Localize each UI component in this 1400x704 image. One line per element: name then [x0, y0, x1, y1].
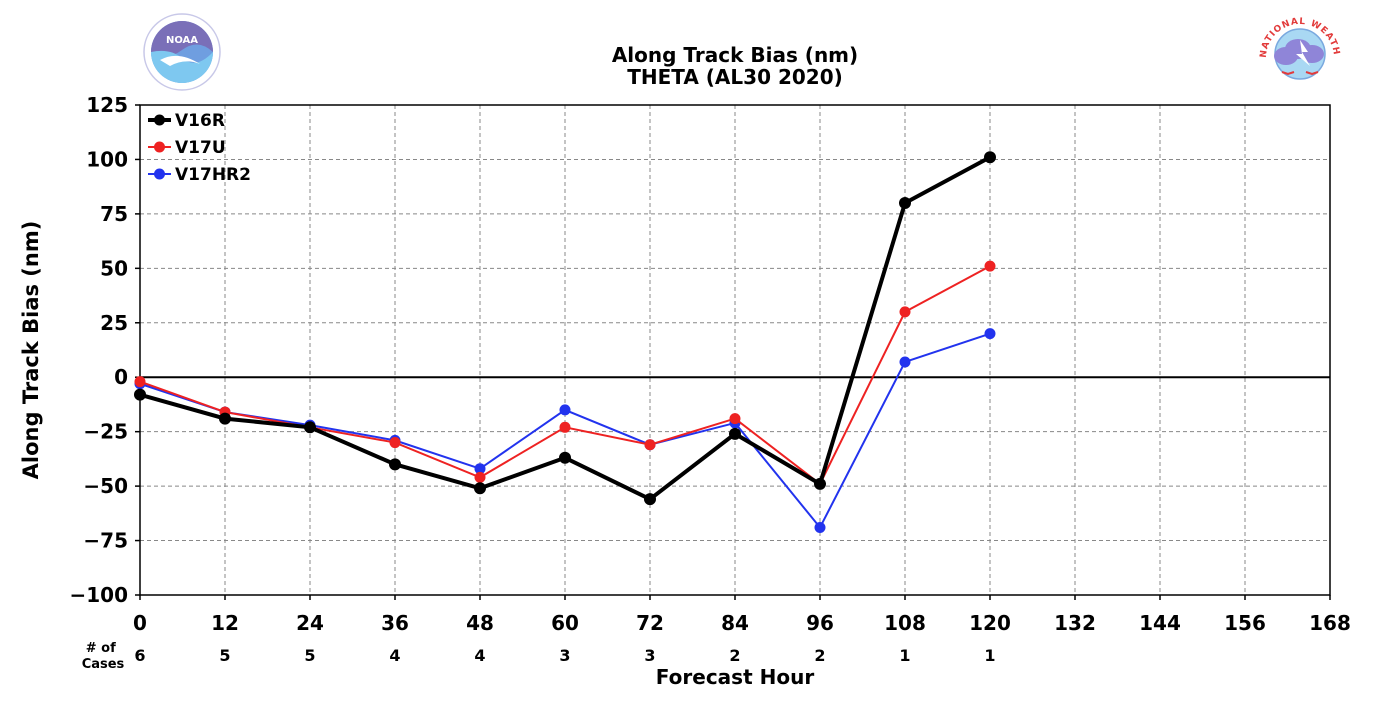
legend-label: V17U: [175, 138, 226, 158]
case-count: 3: [559, 646, 570, 665]
case-count: 6: [134, 646, 145, 665]
data-point: [644, 439, 656, 451]
x-tick-label: 132: [1054, 611, 1096, 635]
cases-label: # of Cases: [82, 641, 125, 672]
data-point: [984, 260, 996, 272]
y-tick-label: 75: [100, 202, 128, 226]
data-point: [389, 458, 401, 471]
y-tick-label: 125: [86, 93, 128, 117]
x-tick-label: 48: [466, 611, 494, 635]
data-point: [219, 412, 231, 425]
case-count: 4: [474, 646, 485, 665]
data-point: [559, 421, 571, 433]
y-tick-label: 0: [114, 365, 128, 389]
data-point: [729, 413, 741, 425]
y-tick-label: −50: [83, 474, 128, 498]
x-tick-label: 168: [1309, 611, 1351, 635]
data-point: [899, 356, 911, 368]
data-point: [474, 471, 486, 483]
x-tick-label: 60: [551, 611, 579, 635]
data-point: [134, 376, 146, 388]
x-tick-label: 72: [636, 611, 664, 635]
data-point: [134, 388, 146, 401]
y-tick-label: 100: [86, 147, 128, 171]
case-count: 2: [729, 646, 740, 665]
legend-marker: [154, 168, 165, 180]
x-tick-label: 12: [211, 611, 239, 635]
data-point: [729, 427, 741, 440]
legend-label: V16R: [175, 111, 225, 131]
y-tick-label: −100: [69, 583, 128, 607]
chart-subtitle: THETA (AL30 2020): [627, 65, 843, 89]
x-axis-label: Forecast Hour: [656, 665, 815, 689]
noaa-logo: NOAA: [143, 13, 221, 91]
x-tick-label: 108: [884, 611, 926, 635]
data-point: [984, 328, 996, 340]
x-tick-label: 84: [721, 611, 749, 635]
y-axis-label: Along Track Bias (nm): [19, 221, 43, 480]
x-tick-label: 24: [296, 611, 324, 635]
case-count: 1: [984, 646, 995, 665]
case-count: 4: [389, 646, 400, 665]
x-tick-label: 156: [1224, 611, 1266, 635]
x-tick-label: 120: [969, 611, 1011, 635]
data-point: [559, 451, 571, 464]
legend-marker: [154, 141, 165, 153]
series-line: [139, 155, 991, 502]
data-point: [899, 197, 911, 209]
data-point: [304, 421, 316, 434]
chart-title: Along Track Bias (nm): [612, 43, 858, 67]
case-count: 5: [219, 646, 230, 665]
data-point: [559, 404, 571, 416]
y-tick-label: 25: [100, 311, 128, 335]
data-point: [984, 151, 996, 164]
y-tick-label: −25: [83, 420, 128, 444]
y-tick-label: −75: [83, 529, 128, 553]
x-tick-label: 36: [381, 611, 409, 635]
case-count: 5: [304, 646, 315, 665]
grid-lines: [140, 105, 1330, 595]
noaa-logo-text: NOAA: [166, 35, 198, 46]
x-tick-label: 96: [806, 611, 834, 635]
y-tick-label: 50: [100, 256, 128, 280]
legend: V16R V17U V17HR2: [148, 111, 251, 185]
data-point: [474, 482, 486, 495]
data-point: [814, 477, 826, 490]
x-tick-label: 144: [1139, 611, 1181, 635]
case-count: 2: [814, 646, 825, 665]
data-point: [644, 493, 656, 506]
legend-label: V17HR2: [175, 165, 251, 185]
series-v16r: [134, 151, 996, 506]
case-count: 3: [644, 646, 655, 665]
axes: 0 12 24 36 48 60 72 84 96 108 120 132 144 156 16812510…: [69, 93, 1350, 665]
data-point: [474, 463, 486, 475]
data-point: [814, 521, 826, 533]
data-point: [389, 437, 401, 449]
series-layer: [134, 151, 996, 533]
plot-frame: [139, 104, 1331, 596]
x-tick-label: 0: [133, 611, 147, 635]
case-count: 1: [899, 646, 910, 665]
data-point: [899, 306, 911, 318]
legend-marker: [154, 114, 165, 126]
